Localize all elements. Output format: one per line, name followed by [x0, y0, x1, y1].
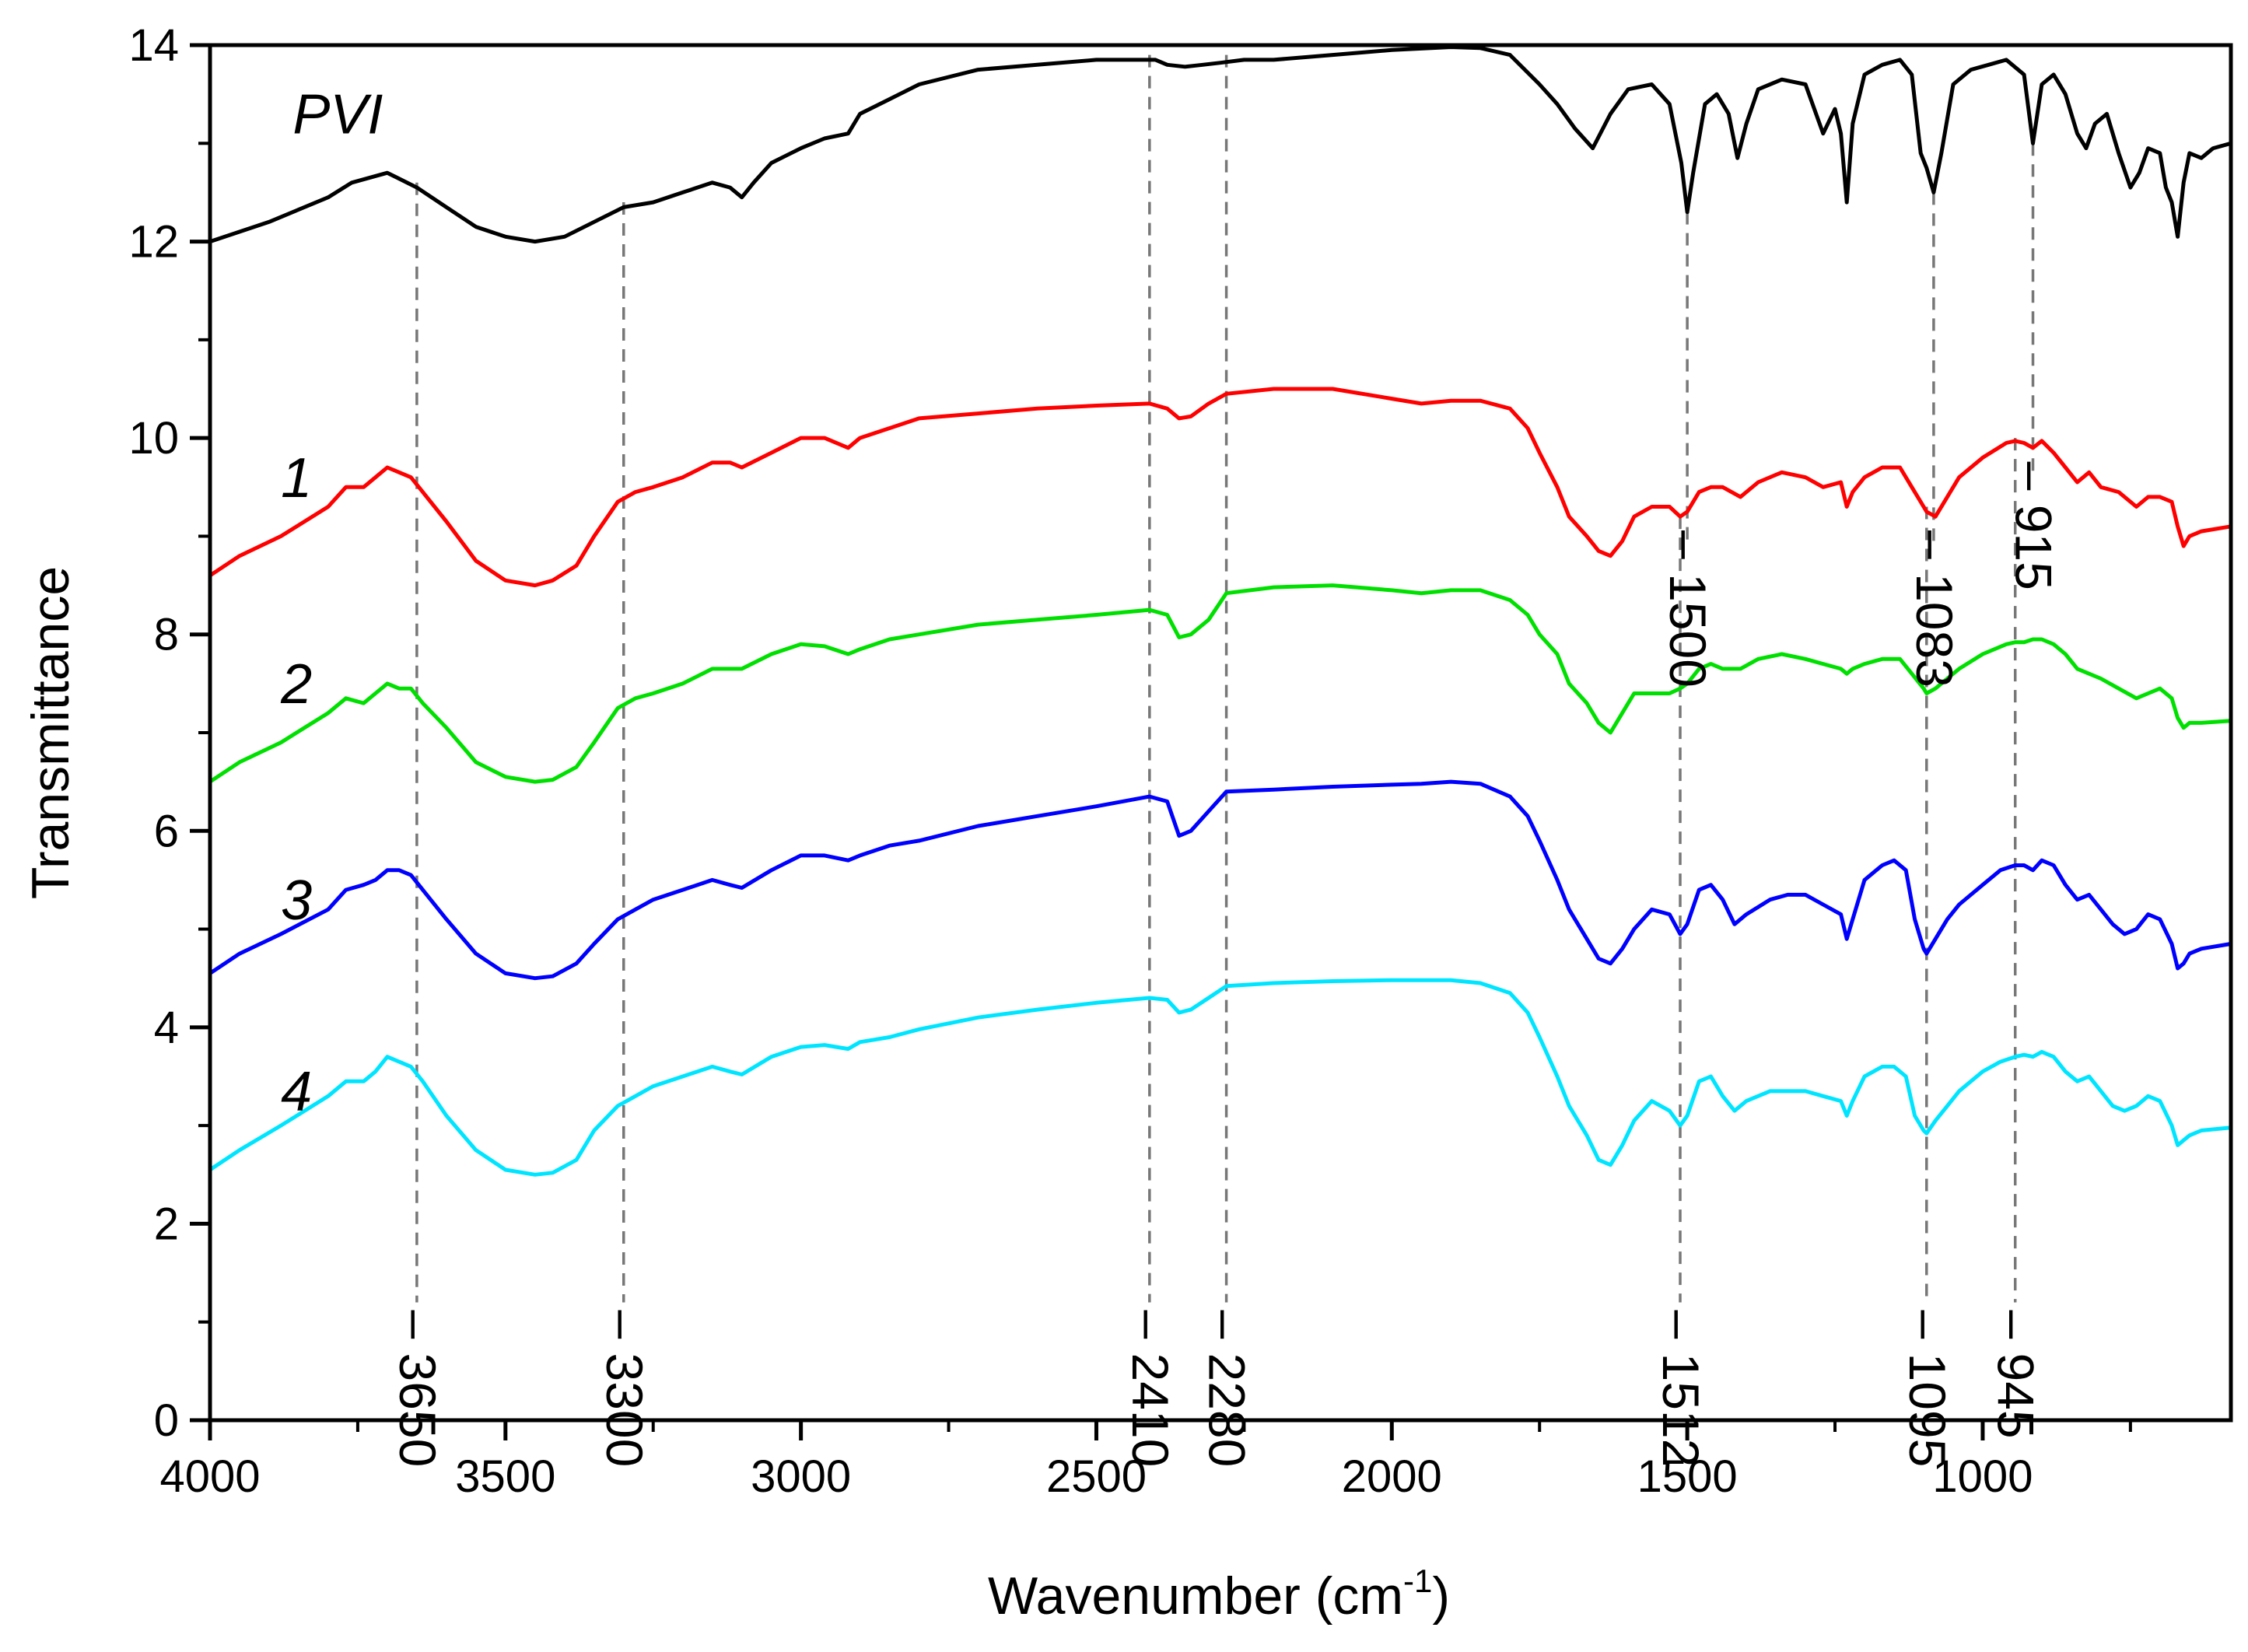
peak-label-1500: – 1500 — [1659, 530, 1717, 688]
x-axis-title-main: Wavenumber (cm — [988, 1566, 1403, 1626]
series-label-1: 1 — [281, 447, 312, 509]
peak-label-1095: – 1095 — [1899, 1310, 1956, 1467]
series-label-3: 3 — [281, 870, 312, 932]
series-line-3 — [208, 779, 2232, 981]
spectra — [208, 45, 2232, 1177]
y-axis-title: Transmittance — [21, 566, 80, 899]
series-line-2 — [208, 583, 2232, 784]
x-tick-label-2500: 2500 — [1046, 1451, 1147, 1502]
peak-label-2410: – 2410 — [1122, 1310, 1179, 1467]
peak-label-945: – 945 — [1987, 1310, 2045, 1438]
y-tick-label-12: 12 — [128, 217, 179, 268]
x-tick-label-2000: 2000 — [1342, 1451, 1442, 1502]
x-axis-title-suffix: ) — [1432, 1566, 1450, 1626]
peak-label-915: – 915 — [2005, 462, 2063, 590]
x-axis-title-sup: -1 — [1403, 1563, 1432, 1599]
y-tick-label-2: 2 — [154, 1199, 179, 1249]
annotations: – 3650 – 3300 – 2410 – 2280 – 1512 – 1095 – 94… — [280, 84, 2062, 1468]
x-tick-label-3500: 3500 — [455, 1451, 555, 1502]
y-tick-label-8: 8 — [154, 610, 179, 660]
series-label-PVI: PVI — [292, 84, 383, 146]
peak-label-3300: – 3300 — [596, 1310, 653, 1467]
x-tick-label-1500: 1500 — [1637, 1451, 1738, 1502]
peak-label-1512: – 1512 — [1652, 1310, 1710, 1467]
x-tick-label-3000: 3000 — [751, 1451, 851, 1502]
series-line-4 — [208, 978, 2232, 1177]
x-axis-title: Wavenumber (cm-1) — [988, 1563, 1450, 1626]
y-tick-label-14: 14 — [128, 20, 179, 71]
x-tick-label-4000: 4000 — [159, 1451, 260, 1502]
plot-frame — [208, 43, 2233, 1423]
y-tick-label-0: 0 — [154, 1395, 179, 1446]
peak-label-2280: – 2280 — [1199, 1310, 1256, 1467]
series-line-PVI — [209, 45, 2232, 244]
x-tick-label-1000: 1000 — [1932, 1451, 2033, 1502]
reference-lines — [415, 54, 2035, 1303]
peak-label-1083: – 1083 — [1906, 530, 1963, 688]
y-tick-label-4: 4 — [154, 1003, 179, 1053]
peak-label-3650: – 3650 — [389, 1310, 446, 1467]
series-line-1 — [208, 387, 2232, 588]
y-tick-label-10: 10 — [128, 413, 179, 464]
series-label-2: 2 — [280, 653, 312, 716]
series-label-4: 4 — [281, 1061, 312, 1123]
y-tick-label-6: 6 — [154, 806, 179, 856]
